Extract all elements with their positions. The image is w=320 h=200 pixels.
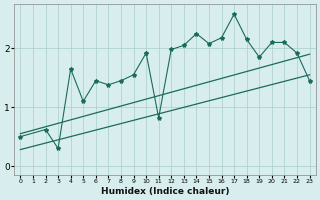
X-axis label: Humidex (Indice chaleur): Humidex (Indice chaleur) [101, 187, 229, 196]
